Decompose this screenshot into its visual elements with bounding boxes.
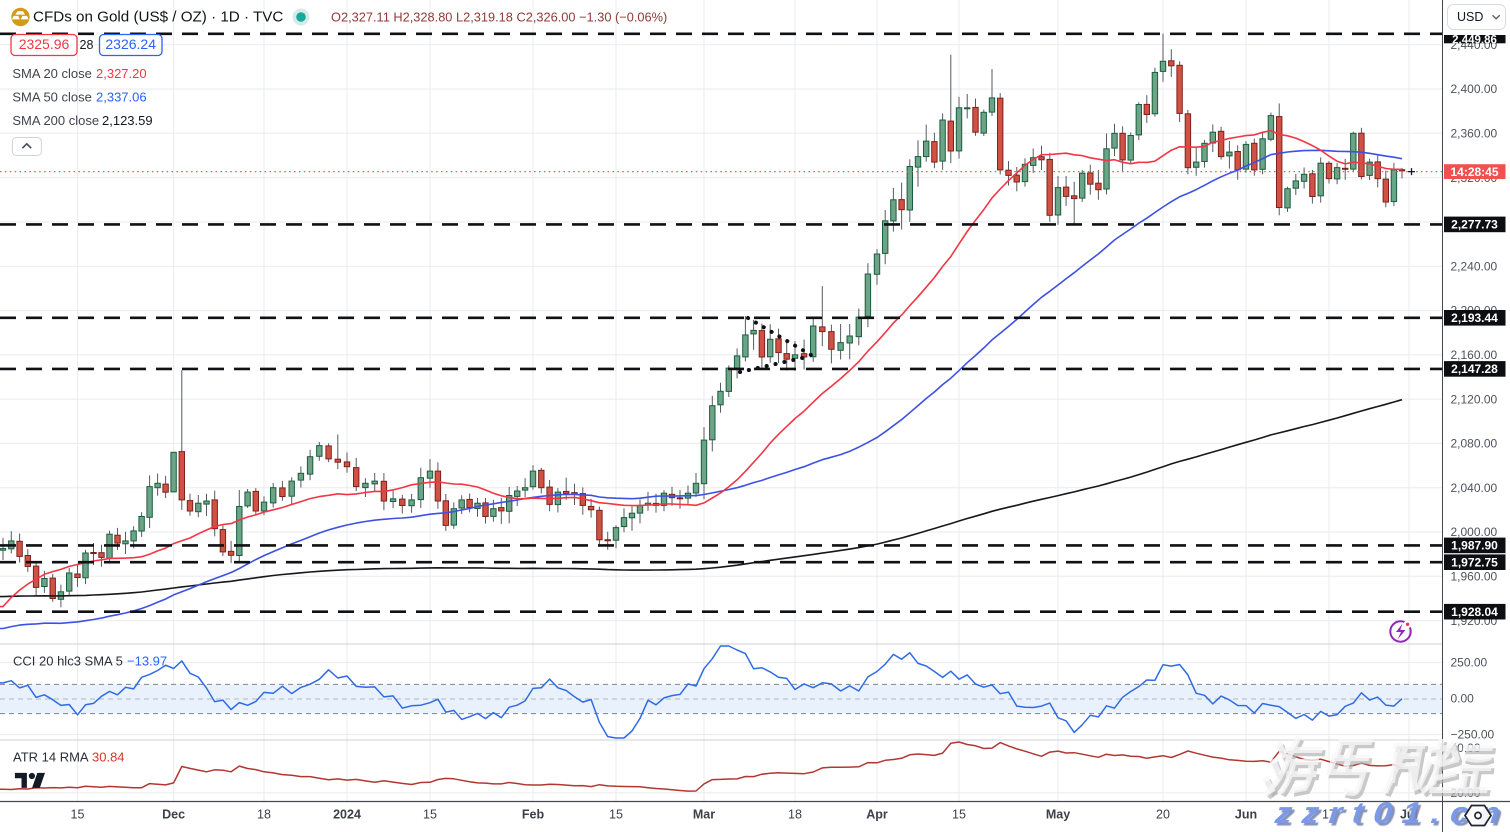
svg-text:14:28:45: 14:28:45 (1450, 165, 1498, 179)
svg-text:18: 18 (788, 808, 802, 822)
svg-text:2,040.00: 2,040.00 (1451, 481, 1498, 495)
svg-text:SMA 20 close: SMA 20 close (12, 66, 92, 81)
svg-text:Apr: Apr (866, 808, 888, 822)
svg-text:2,327.20: 2,327.20 (96, 66, 147, 81)
svg-text:SMA 200 close: SMA 200 close (12, 113, 99, 128)
svg-text:18: 18 (257, 808, 271, 822)
svg-text:2,000.00: 2,000.00 (1451, 525, 1498, 539)
svg-text:2,449.86: 2,449.86 (1452, 34, 1497, 46)
svg-text:O2,327.11 H2,328.80 L2,319.18: O2,327.11 H2,328.80 L2,319.18 C2,326.00 … (331, 10, 667, 25)
svg-text:−250.00: −250.00 (1451, 728, 1495, 742)
svg-text:2,240.00: 2,240.00 (1451, 259, 1498, 273)
svg-text:2,160.00: 2,160.00 (1451, 348, 1498, 362)
svg-text:ATR 14 RMA: ATR 14 RMA (13, 750, 89, 765)
svg-text:CFDs on Gold (US$ / OZ) · 1D ·: CFDs on Gold (US$ / OZ) · 1D · TVC (33, 9, 283, 26)
svg-text:2,400.00: 2,400.00 (1451, 82, 1498, 96)
svg-text:15: 15 (609, 808, 623, 822)
svg-text:2326.24: 2326.24 (105, 36, 156, 52)
svg-text:2024: 2024 (333, 808, 361, 822)
svg-text:15: 15 (71, 808, 85, 822)
svg-text:Mar: Mar (693, 808, 715, 822)
svg-text:CCI 20 hlc3 SMA 5: CCI 20 hlc3 SMA 5 (13, 654, 123, 669)
svg-text:0.00: 0.00 (1451, 692, 1475, 706)
svg-text:1,987.90: 1,987.90 (1451, 539, 1498, 553)
svg-text:1,960.00: 1,960.00 (1451, 570, 1498, 584)
svg-text:1,928.04: 1,928.04 (1451, 605, 1498, 619)
svg-text:17: 17 (1322, 808, 1336, 822)
svg-text:2,080.00: 2,080.00 (1451, 437, 1498, 451)
svg-text:Dec: Dec (162, 808, 185, 822)
svg-text:2,123.59: 2,123.59 (102, 113, 153, 128)
svg-text:USD: USD (1457, 10, 1483, 24)
svg-text:Jul: Jul (1400, 808, 1418, 822)
svg-text:2,147.28: 2,147.28 (1451, 362, 1498, 376)
svg-text:28: 28 (80, 38, 94, 52)
svg-text:15: 15 (952, 808, 966, 822)
svg-text:2,277.73: 2,277.73 (1451, 218, 1498, 232)
svg-text:2,193.44: 2,193.44 (1451, 311, 1498, 325)
svg-text:Jun: Jun (1235, 808, 1257, 822)
svg-text:2,360.00: 2,360.00 (1451, 127, 1498, 141)
svg-text:May: May (1046, 808, 1070, 822)
svg-text:15: 15 (423, 808, 437, 822)
svg-text:SMA 50 close: SMA 50 close (12, 90, 92, 105)
svg-text:30.84: 30.84 (92, 750, 125, 765)
svg-text:−13.97: −13.97 (127, 654, 167, 669)
svg-text:2,337.06: 2,337.06 (96, 90, 147, 105)
svg-text:2,120.00: 2,120.00 (1451, 392, 1498, 406)
svg-text:20: 20 (1156, 808, 1170, 822)
svg-text:250.00: 250.00 (1451, 656, 1488, 670)
svg-text:Feb: Feb (522, 808, 545, 822)
svg-text:2325.96: 2325.96 (19, 36, 70, 52)
svg-text:1,972.75: 1,972.75 (1451, 555, 1498, 569)
